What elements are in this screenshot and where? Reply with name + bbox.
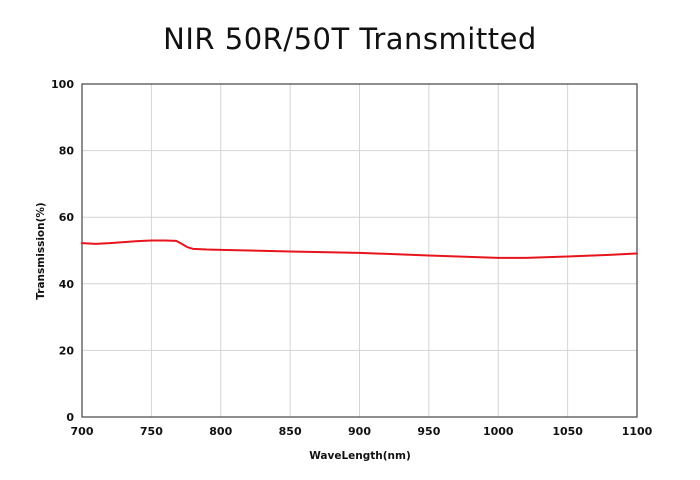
x-tick-label: 950 <box>417 425 440 438</box>
series-line <box>81 239 638 259</box>
x-tick-label: 850 <box>279 425 302 438</box>
series-lines <box>81 239 638 259</box>
y-axis-label: Transmission(%) <box>35 202 47 299</box>
y-tick-label: 20 <box>59 344 75 357</box>
y-tick-label: 60 <box>59 211 75 224</box>
y-tick-label: 100 <box>51 78 74 91</box>
y-tick-label: 0 <box>66 411 74 424</box>
x-tick-label: 700 <box>71 425 94 438</box>
grid-lines <box>82 84 637 417</box>
x-tick-label: 900 <box>348 425 371 438</box>
x-tick-label: 1000 <box>483 425 514 438</box>
x-tick-label: 750 <box>140 425 163 438</box>
x-tick-label: 800 <box>209 425 232 438</box>
x-tick-label: 1100 <box>622 425 653 438</box>
x-axis-label: WaveLength(nm) <box>309 450 411 462</box>
plot-frame <box>81 83 638 418</box>
x-tick-label: 1050 <box>552 425 583 438</box>
y-tick-labels: 0 20 40 60 80 100 <box>51 78 74 424</box>
y-tick-label: 80 <box>59 145 75 158</box>
x-tick-labels: 700 750 800 850 900 950 1000 1050 1100 <box>71 425 653 438</box>
y-tick-label: 40 <box>59 278 75 291</box>
chart-title: NIR 50R/50T Transmitted <box>163 22 537 56</box>
